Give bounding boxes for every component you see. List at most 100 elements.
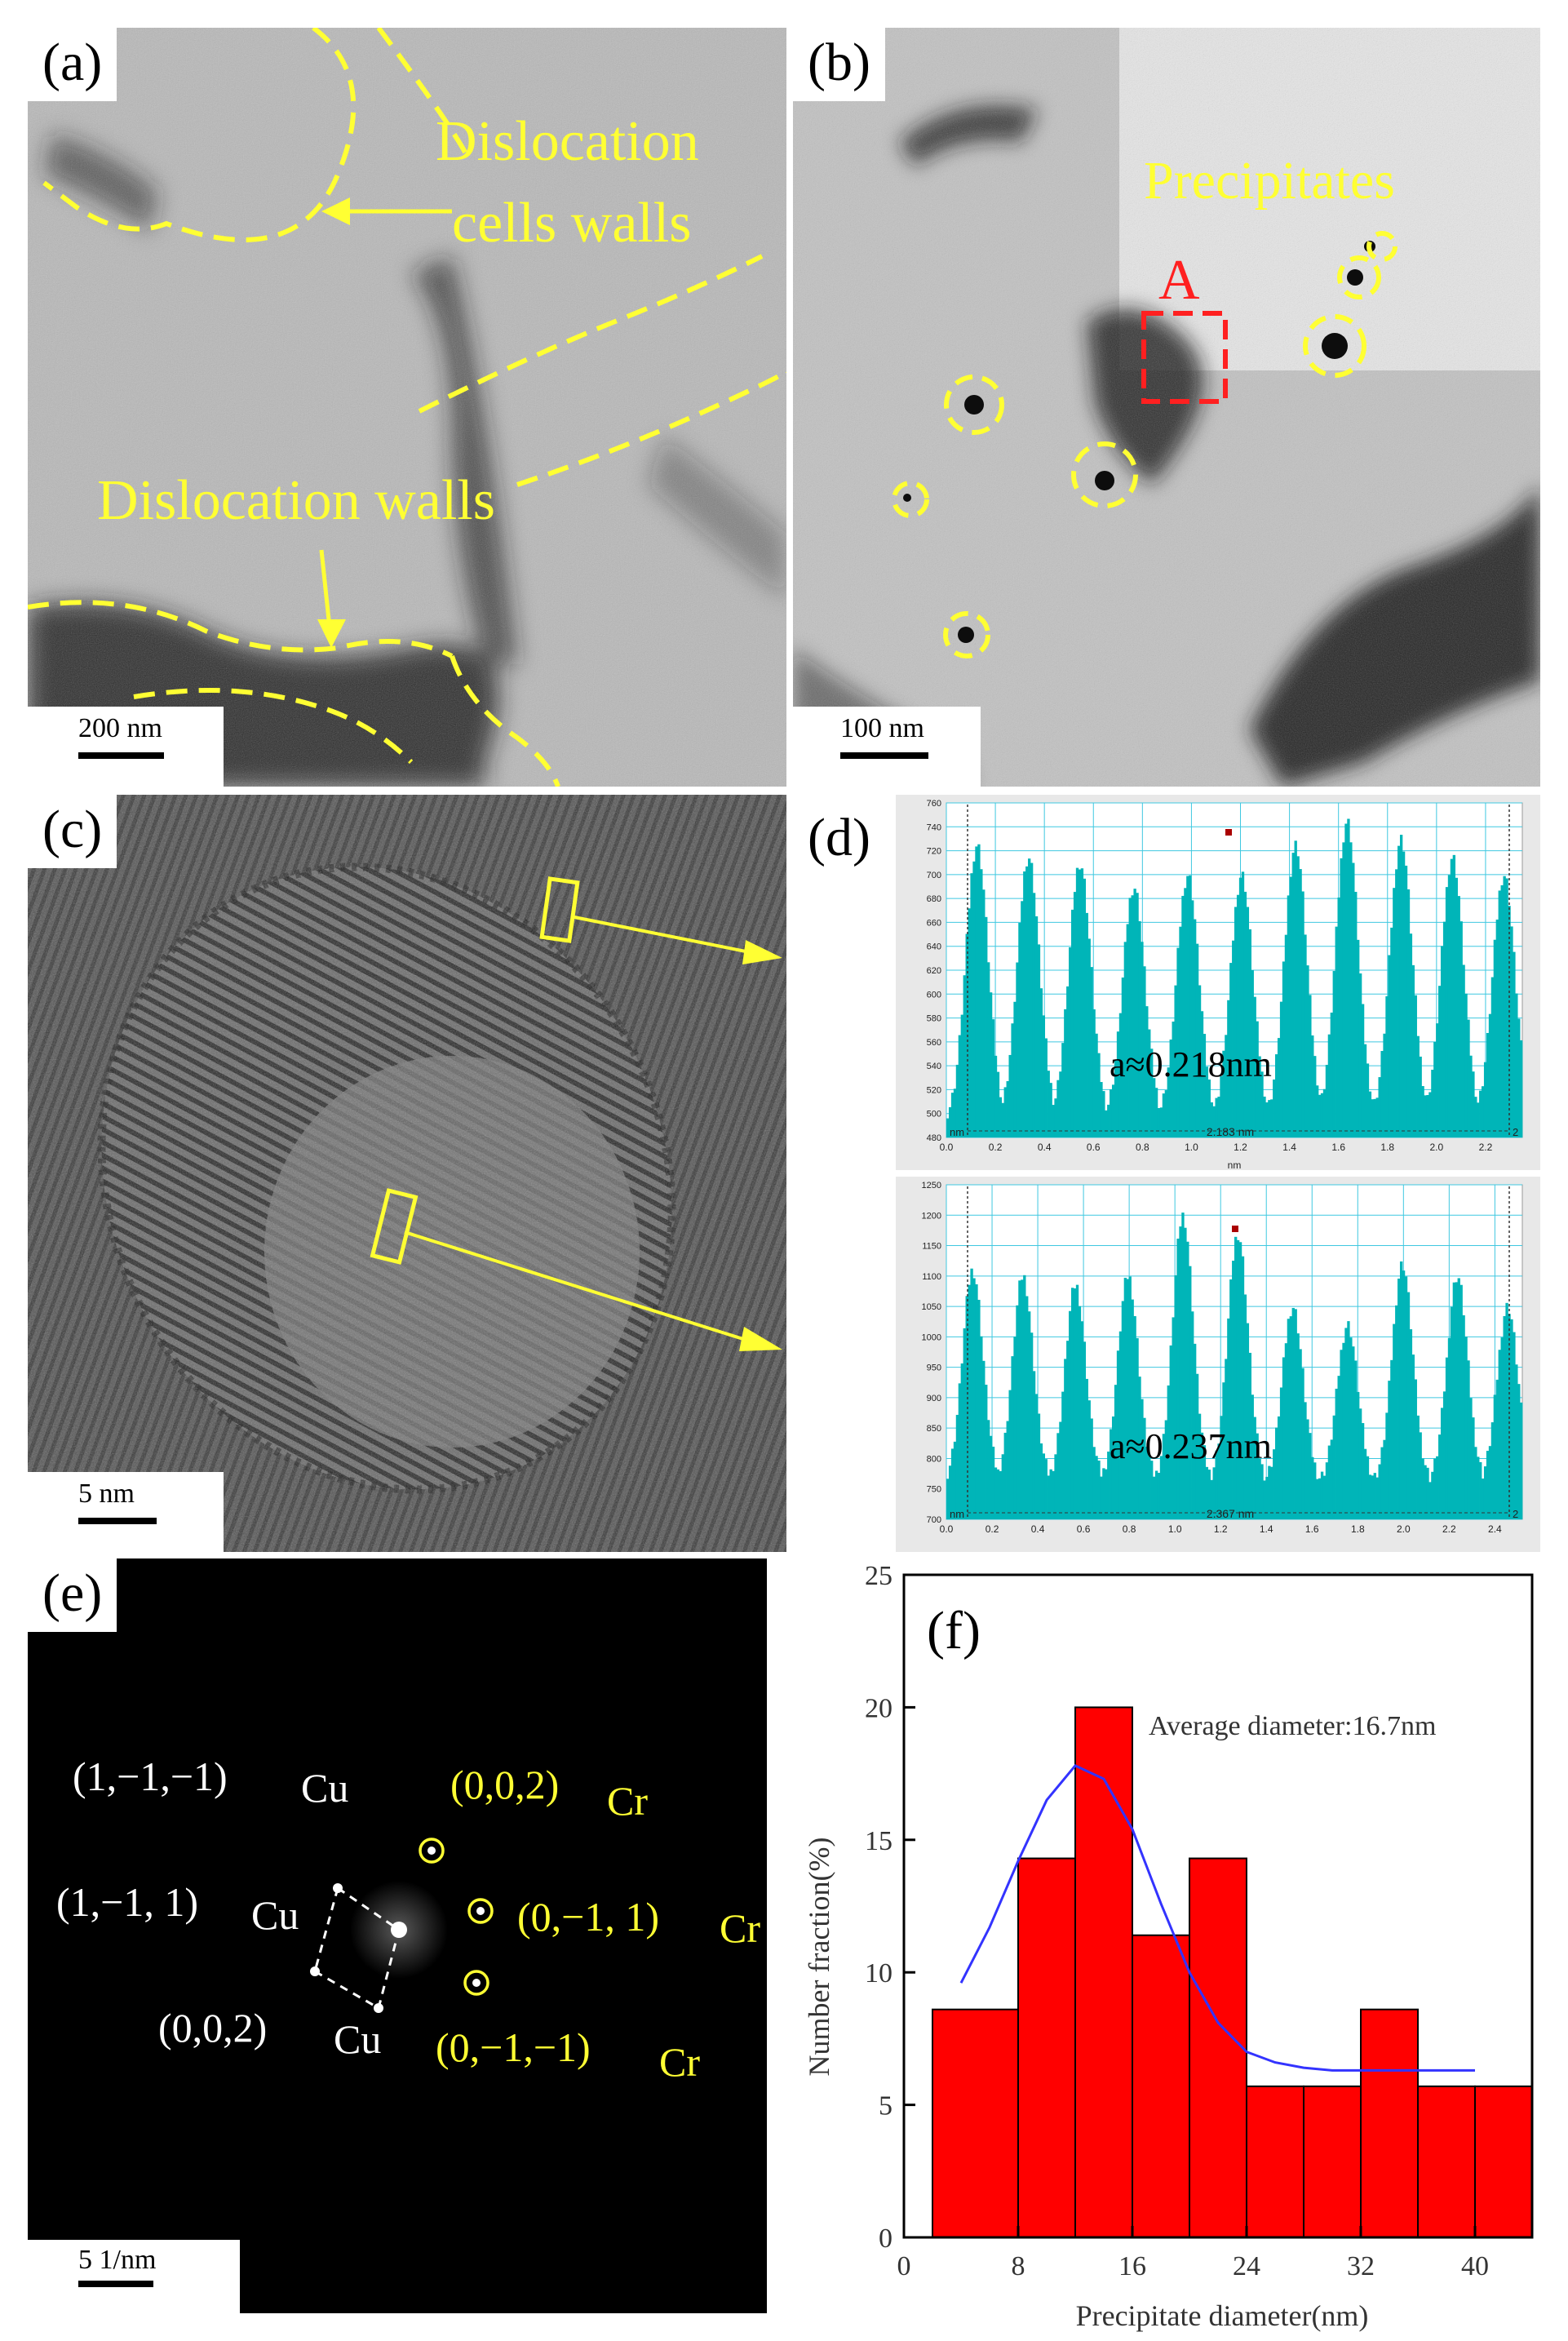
x-tick-label: 2.4 <box>1488 1523 1502 1535</box>
profile-bar <box>1354 892 1358 1137</box>
profile-bar <box>1110 1089 1113 1137</box>
profile-bar <box>1371 1099 1375 1137</box>
y-tick-label: 500 <box>927 1110 941 1120</box>
profile-bar <box>994 1467 998 1519</box>
profile-bar <box>953 1441 957 1519</box>
profile-bar <box>1073 892 1077 1137</box>
profile-bar <box>1042 1015 1046 1137</box>
profile-bar <box>1114 1060 1118 1137</box>
profile-bar <box>1126 1279 1129 1519</box>
profile-bar <box>1232 1261 1235 1519</box>
x-tick-label: 24 <box>1233 2251 1260 2281</box>
y-tick-label: 10 <box>865 1958 893 1989</box>
profile-bar <box>1457 1278 1460 1519</box>
profile-bar <box>1159 1107 1163 1137</box>
profile-bar <box>1116 1031 1120 1137</box>
profile-bar <box>1520 1040 1523 1137</box>
profile-bar <box>1212 1467 1216 1519</box>
profile-bar <box>1042 1453 1046 1519</box>
y-tick-label: 800 <box>927 1454 941 1464</box>
profile-bar <box>1052 1105 1055 1137</box>
profile-bar <box>1481 1086 1485 1137</box>
profile-bar <box>1474 1447 1477 1519</box>
profile-bar <box>989 992 993 1137</box>
profile-bar <box>1105 1110 1108 1137</box>
profile-bar <box>1500 1337 1504 1519</box>
x-tick-label: 0.0 <box>940 1523 954 1535</box>
profile-bar <box>1342 842 1345 1137</box>
profile-bar <box>1380 1051 1384 1137</box>
profile-bar <box>982 889 986 1137</box>
profile-bar <box>991 1019 995 1137</box>
profile-bar <box>1442 1391 1446 1519</box>
profile-bar <box>1486 1032 1490 1137</box>
profile-bar <box>1352 862 1355 1137</box>
profile-bar <box>1464 1337 1468 1519</box>
profile-bar <box>1128 898 1132 1137</box>
profile-bar <box>1399 835 1403 1137</box>
profile-bar <box>972 861 976 1137</box>
annotation-dislocation-walls: Dislocation walls <box>97 469 495 532</box>
profile-bar <box>1128 1276 1132 1519</box>
profile-bar <box>1337 897 1340 1137</box>
profile-bar <box>1203 1034 1207 1137</box>
profile-bar <box>963 975 966 1137</box>
x-tick-label: 1.2 <box>1234 1142 1247 1153</box>
profile-bar <box>1143 1417 1146 1519</box>
panel-label-f: (f) <box>927 1601 981 1660</box>
profile-bar <box>1472 1071 1475 1137</box>
panel-b-tem-image: Precipitates A (b) 100 nm <box>793 28 1540 787</box>
profile-bar <box>1227 1318 1230 1519</box>
measure-text-bottom: 2.367 nm <box>1207 1507 1254 1520</box>
profile-bar <box>1399 1261 1403 1519</box>
profile-bar <box>1059 1421 1062 1519</box>
profile-bar <box>1001 1102 1004 1137</box>
profile-bar <box>1097 1461 1101 1519</box>
histogram-bar <box>1360 2008 1419 2238</box>
profile-bar <box>1189 1266 1192 1519</box>
profile-bar <box>980 1336 983 1519</box>
profile-bar <box>1366 1063 1370 1137</box>
profile-bar <box>1138 920 1141 1137</box>
profile-bar <box>1090 1418 1093 1519</box>
profile-bar <box>1513 1332 1516 1519</box>
y-tick-label: 1150 <box>922 1242 941 1252</box>
profile-bar <box>1238 1242 1242 1519</box>
profile-bar <box>1330 1439 1334 1519</box>
profile-bar <box>1032 893 1036 1137</box>
profile-bar <box>1275 1427 1278 1519</box>
profile-bar <box>1092 1447 1096 1519</box>
histogram-bar <box>1017 1857 1076 2238</box>
profile-bar <box>1474 1097 1477 1137</box>
profile-bar <box>1066 1341 1070 1519</box>
profile-bar <box>1154 1470 1158 1519</box>
profile-bar <box>1318 1094 1322 1137</box>
unit-right-top: 2 <box>1513 1126 1518 1138</box>
profile-bar <box>1131 1299 1134 1519</box>
profile-bar <box>1059 1071 1062 1137</box>
profile-bar <box>1141 942 1144 1137</box>
panel-label-e: (e) <box>28 1558 117 1632</box>
profile-bar <box>1148 1456 1151 1519</box>
y-tick-label: 900 <box>927 1394 941 1403</box>
profile-bar <box>1013 1001 1017 1137</box>
profile-bar <box>1176 1239 1180 1519</box>
profile-bar <box>1123 1277 1127 1519</box>
profile-bar <box>999 1470 1003 1519</box>
profile-bar <box>1256 1021 1259 1137</box>
profile-bar <box>1340 858 1343 1137</box>
profile-bar <box>1419 1432 1422 1519</box>
profile-bar <box>1220 1416 1223 1519</box>
profile-bar <box>996 1469 1000 1519</box>
profile-bar <box>1095 1456 1098 1519</box>
profile-bar <box>1390 1359 1393 1519</box>
profile-bar <box>1486 1451 1490 1519</box>
profile-bar <box>1309 995 1312 1137</box>
profile-bar <box>970 873 973 1137</box>
profile-bar <box>1490 1422 1495 1519</box>
profile-bar <box>1263 1480 1266 1519</box>
y-tick-label: 540 <box>927 1062 941 1071</box>
profile-bar <box>1287 1319 1291 1519</box>
profile-bar <box>1080 868 1084 1137</box>
profile-bar <box>1227 1000 1230 1137</box>
